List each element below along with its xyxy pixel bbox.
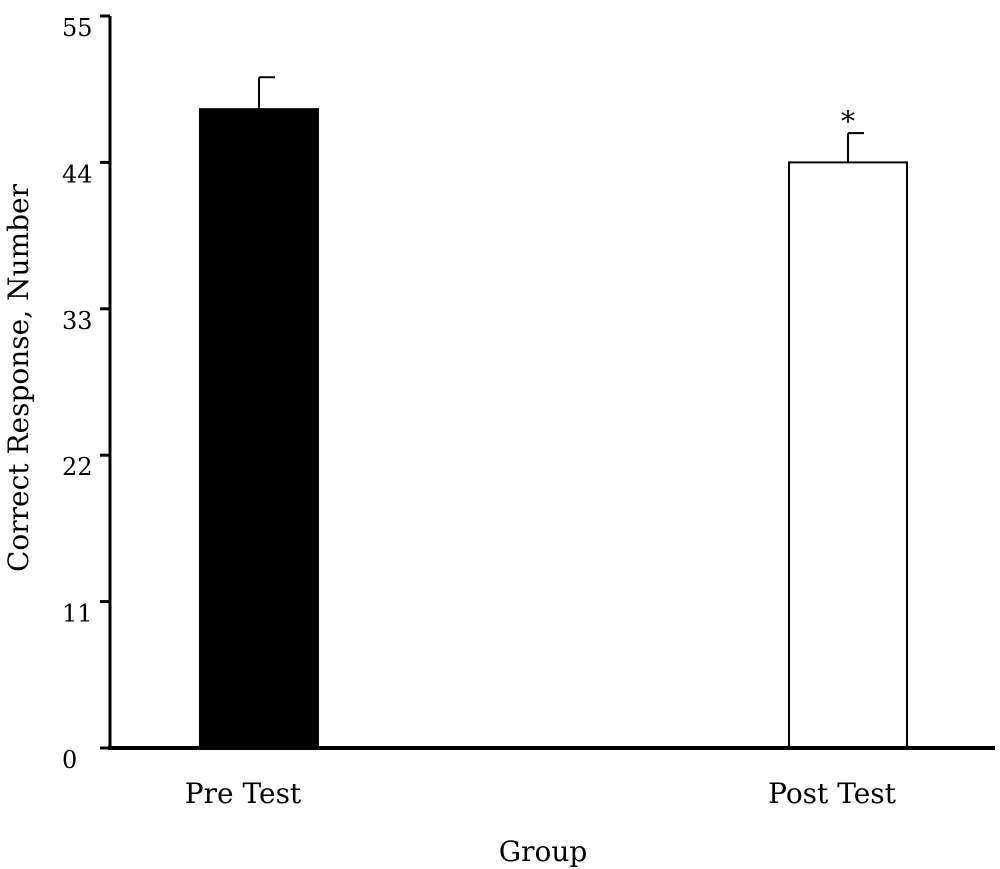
y-tick-label: 0 [62,746,77,774]
y-tick-label: 33 [62,307,93,335]
y-axis-ticks: 0 11 22 33 44 55 [62,14,110,774]
y-tick-label: 22 [62,453,93,481]
y-tick-label: 55 [62,14,93,42]
y-tick-label: 44 [62,160,93,188]
significance-markers: * [841,105,855,138]
x-axis-category-labels: Pre Test Post Test [185,777,897,810]
significance-asterisk: * [841,105,855,138]
x-axis-title: Group [499,835,588,868]
bars [199,108,908,749]
y-tick-label: 11 [62,600,93,628]
x-category-label: Post Test [768,777,897,810]
bar-post-test [788,161,908,749]
bar-pre-test [199,108,319,749]
y-axis-title: Correct Response, Number [2,183,35,572]
error-bars [258,76,864,163]
x-category-label: Pre Test [185,777,302,810]
